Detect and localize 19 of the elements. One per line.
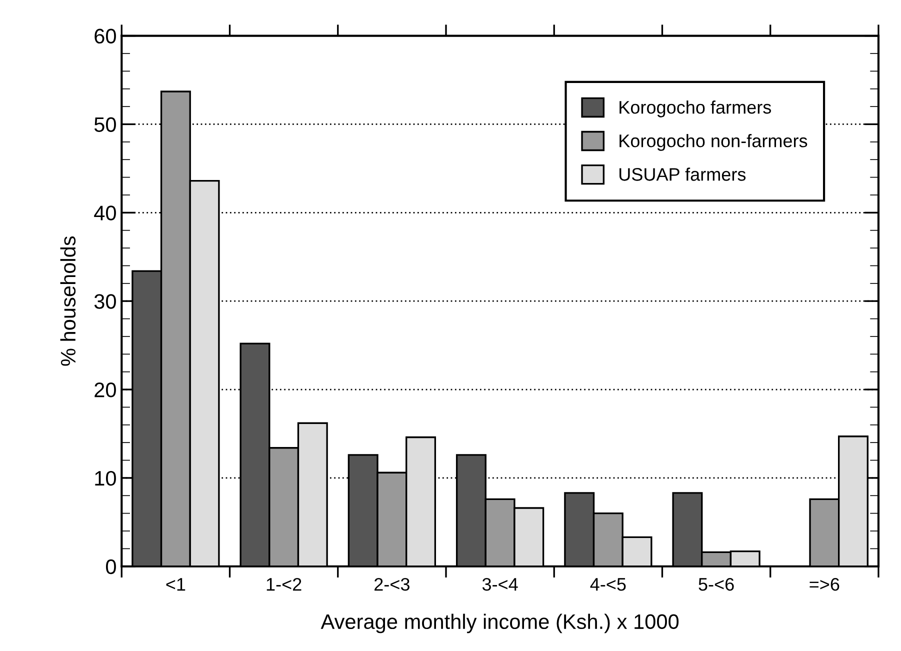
y-tick-label: 0 bbox=[106, 559, 116, 574]
legend-label: USUAP farmers bbox=[620, 168, 746, 181]
y-tick-label: 40 bbox=[94, 206, 116, 220]
x-tick-label: 2-<3 bbox=[374, 578, 410, 591]
y-tick-label: 60 bbox=[94, 28, 116, 44]
x-tick-label: =>6 bbox=[810, 578, 840, 591]
y-axis-title: % households bbox=[60, 236, 76, 366]
x-tick-label: 4-<5 bbox=[590, 578, 626, 591]
x-axis-title: Average monthly income (Ksh.) x 1000 bbox=[320, 614, 679, 634]
x-tick-label: <1 bbox=[166, 578, 186, 591]
y-tick-label: 50 bbox=[94, 117, 116, 132]
x-tick-label: 3-<4 bbox=[482, 578, 518, 591]
y-tick-label: 30 bbox=[94, 294, 116, 309]
y-tick-label: 10 bbox=[95, 470, 116, 486]
y-tick-label: 20 bbox=[94, 382, 116, 398]
x-tick-label: 5-<6 bbox=[698, 578, 734, 591]
legend-label: Korogocho farmers bbox=[620, 100, 772, 118]
legend-label: Korogocho non-farmers bbox=[620, 134, 808, 151]
x-tick-label: 1-<2 bbox=[266, 578, 302, 591]
